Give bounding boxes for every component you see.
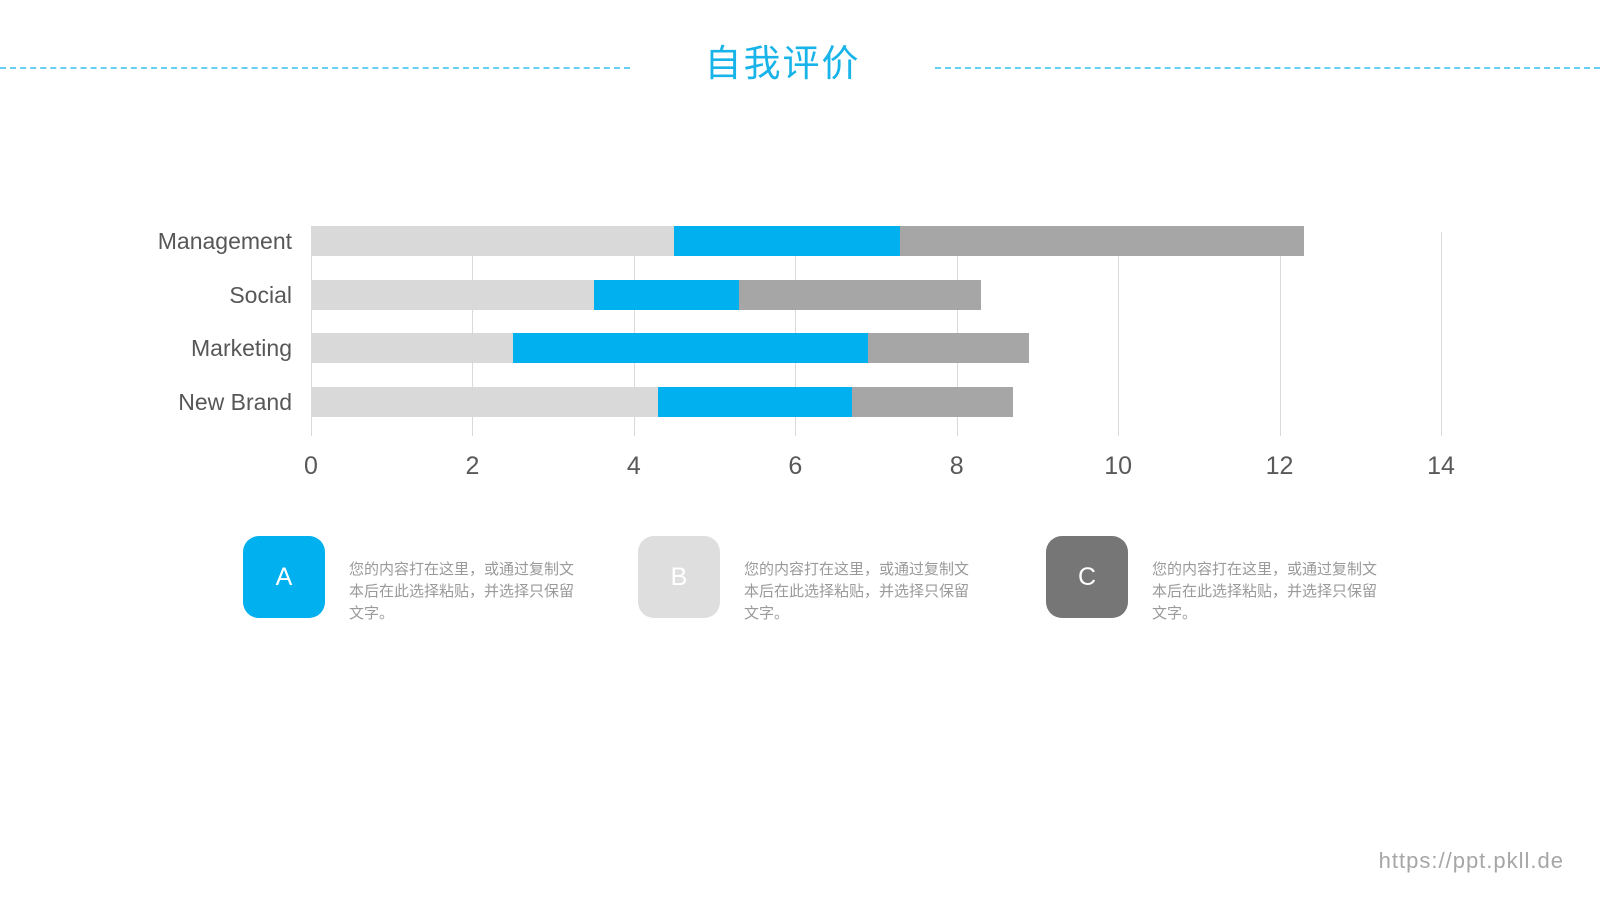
slide-header: 自我评价	[0, 0, 1600, 120]
x-tick-label: 8	[949, 452, 964, 480]
x-tick-label: 0	[304, 452, 318, 480]
category-label: New Brand	[178, 388, 292, 415]
legend-card-c[interactable]: C 您的内容打在这里，或通过复制文本后在此选择粘贴，并选择只保留文字。	[1046, 536, 1384, 624]
bar-segment-c	[867, 333, 1030, 363]
x-tick-label: 6	[788, 452, 803, 480]
legend-badge-b: B	[638, 536, 720, 618]
legend-card-b[interactable]: B 您的内容打在这里，或通过复制文本后在此选择粘贴，并选择只保留文字。	[638, 536, 976, 624]
bar-segment-a	[311, 279, 594, 310]
bar-segment-c	[738, 279, 981, 310]
legend-card-group: A 您的内容打在这里，或通过复制文本后在此选择粘贴，并选择只保留文字。 B 您的内容打…	[243, 536, 1403, 636]
legend-description: 您的内容打在这里，或通过复制文本后在此选择粘贴，并选择只保留文字。	[1152, 560, 1378, 622]
category-label: Management	[157, 228, 292, 254]
category-label: Social	[229, 281, 292, 308]
gridline	[1118, 232, 1120, 436]
bar-row	[0, 386, 1600, 417]
title-rule-left	[0, 67, 630, 69]
legend-description: 您的内容打在这里，或通过复制文本后在此选择粘贴，并选择只保留文字。	[349, 560, 575, 622]
x-tick-label: 12	[1265, 452, 1294, 480]
bar-row	[0, 279, 1600, 310]
bar-row	[0, 333, 1600, 363]
footer-url[interactable]: https://ppt.pkll.de	[1378, 848, 1564, 873]
page-title: 自我评价	[704, 42, 861, 85]
bar-segment-a	[311, 226, 675, 256]
bar-segment-b	[658, 386, 852, 417]
bar-segment-b	[674, 226, 901, 256]
gridline	[1279, 232, 1281, 436]
category-label: Marketing	[191, 335, 292, 361]
legend-description: 您的内容打在这里，或通过复制文本后在此选择粘贴，并选择只保留文字。	[744, 560, 970, 622]
bar-row	[0, 226, 1600, 256]
bar-segment-b	[512, 333, 868, 363]
legend-card-a[interactable]: A 您的内容打在这里，或通过复制文本后在此选择粘贴，并选择只保留文字。	[243, 536, 581, 624]
bar-segment-c	[851, 386, 1014, 417]
bar-segment-c	[900, 226, 1304, 256]
x-tick-label: 4	[626, 452, 641, 480]
bar-segment-a	[311, 386, 659, 417]
bar-segment-b	[593, 279, 739, 310]
x-tick-label: 10	[1104, 452, 1133, 480]
x-tick-label: 2	[465, 452, 480, 480]
x-tick-label: 14	[1427, 452, 1455, 480]
legend-badge-c: C	[1046, 536, 1128, 618]
bar-segment-a	[311, 333, 513, 363]
title-rule-right	[935, 67, 1600, 69]
gridline	[1441, 232, 1442, 436]
legend-badge-a: A	[243, 536, 325, 618]
